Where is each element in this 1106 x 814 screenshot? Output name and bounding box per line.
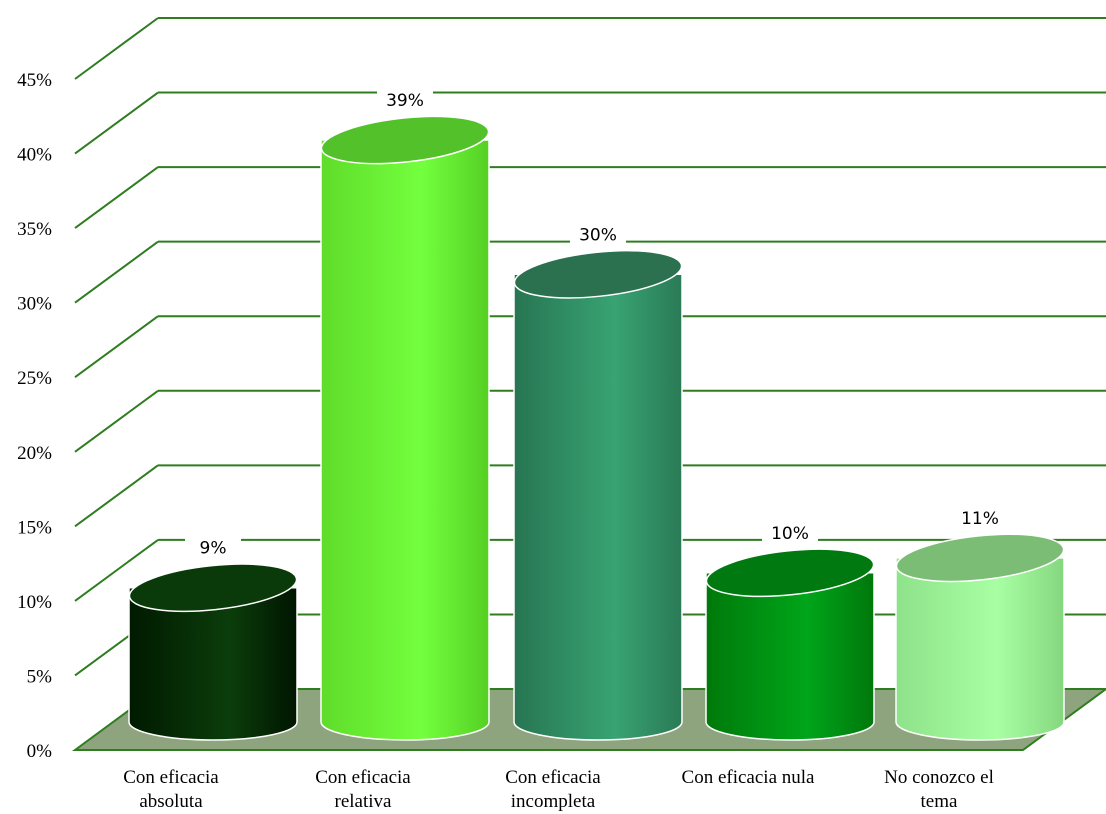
bar-2 xyxy=(320,115,490,741)
y-tick-label: 5% xyxy=(27,666,53,687)
y-tick-label: 35% xyxy=(17,219,52,240)
x-category-label: Con eficacia relativa xyxy=(315,767,411,812)
bar-body xyxy=(895,557,1065,741)
y-tick-label: 40% xyxy=(17,145,52,166)
y-tick-label: 20% xyxy=(17,443,52,464)
bar-top xyxy=(128,563,298,613)
bar-5 xyxy=(895,533,1065,741)
bars xyxy=(128,115,1065,741)
gridlines xyxy=(74,17,1106,677)
y-tick-label: 30% xyxy=(17,294,52,315)
data-label: 10% xyxy=(771,524,809,544)
bar-body xyxy=(320,139,490,741)
bar-top xyxy=(513,249,683,299)
bar-top xyxy=(895,533,1065,583)
gridline-diagonal xyxy=(74,240,159,304)
data-label-box xyxy=(570,222,626,247)
bar-3 xyxy=(513,249,683,741)
data-label-box xyxy=(762,520,818,545)
x-category-label: No conozco el tema xyxy=(884,767,994,812)
y-tick-label: 25% xyxy=(17,368,52,389)
data-label-box xyxy=(377,88,433,112)
data-label-box xyxy=(185,535,241,560)
bar-4 xyxy=(705,548,875,741)
gridline-diagonal xyxy=(74,17,159,80)
bar-body xyxy=(128,586,298,741)
y-tick-label: 10% xyxy=(17,592,52,613)
data-label: 30% xyxy=(579,225,617,245)
x-category-label: Con eficacia absoluta xyxy=(123,767,219,812)
y-tick-label: 0% xyxy=(27,741,53,762)
gridline-diagonal xyxy=(74,539,159,602)
data-label: 39% xyxy=(386,91,424,111)
bar-top xyxy=(320,115,490,165)
y-tick-label: 45% xyxy=(17,70,52,91)
gridline-diagonal xyxy=(74,91,159,155)
data-labels: 9% 39% 30% 10% 11% xyxy=(185,88,1008,560)
x-category-label: Con eficacia nula xyxy=(682,767,816,788)
gridline-diagonal xyxy=(74,389,159,453)
data-label-box xyxy=(952,505,1008,530)
bar-body xyxy=(705,572,875,741)
y-axis-ticks: 0% 5% 10% 15% 20% 25% 30% 35% 40% 45% xyxy=(17,70,52,762)
gridline-diagonal xyxy=(74,464,159,528)
x-axis-categories: Con eficacia absoluta Con eficacia relativa… xyxy=(123,767,994,812)
gridline-diagonal xyxy=(74,166,159,229)
bar-top xyxy=(705,548,875,598)
bar-body xyxy=(513,273,683,741)
data-label: 11% xyxy=(961,509,999,529)
y-tick-label: 15% xyxy=(17,517,52,538)
bar-1 xyxy=(128,563,298,741)
x-category-label: Con eficacia incompleta xyxy=(505,767,601,812)
gridline-diagonal xyxy=(74,315,159,379)
data-label: 9% xyxy=(200,539,227,559)
